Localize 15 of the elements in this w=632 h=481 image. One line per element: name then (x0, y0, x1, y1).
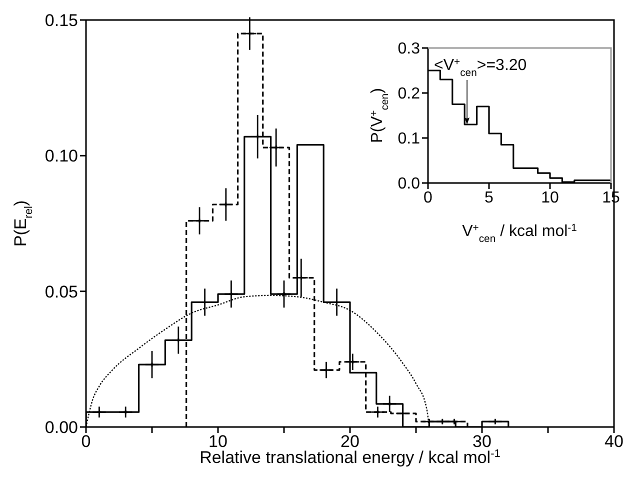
y-tick-label: 0.0 (398, 176, 420, 193)
x-tick-label: 10 (541, 189, 559, 206)
y-tick-label: 0.05 (44, 282, 78, 302)
x-tick-label: 0 (81, 432, 91, 452)
y-tick-label: 0.3 (398, 40, 420, 58)
y-tick-label: 0.1 (398, 130, 420, 148)
y-tick-label: 0.10 (44, 146, 78, 166)
y-tick-label: 0.2 (398, 86, 420, 103)
y-tick-label: 0.00 (44, 418, 78, 438)
x-axis-title: V$^{+}$$_{cen}$ / kcal mol$^{-1}$ (462, 222, 578, 244)
annotation: <V$^{+}$$_{cen}$>=3.20 (434, 56, 527, 78)
y-tick-label: 0.15 (44, 11, 78, 30)
x-tick-label: 40 (604, 432, 624, 452)
x-tick-label: 5 (484, 189, 494, 206)
x-tick-label: 0 (424, 189, 433, 206)
